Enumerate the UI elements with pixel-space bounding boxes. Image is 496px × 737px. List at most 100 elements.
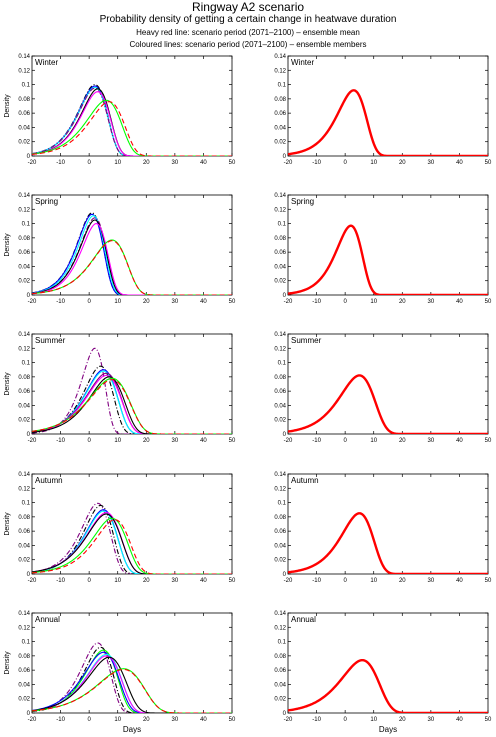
x-tick-label: 40 [200,160,207,166]
x-tick-label: 10 [370,160,377,166]
y-tick-label: 0 [27,154,31,160]
x-tick-label: 40 [456,438,463,444]
y-tick-label: 0.14 [274,472,286,478]
x-tick-label: 20 [143,438,150,444]
x-tick-label: -10 [56,578,65,584]
figure-title: Ringway A2 scenario [191,0,305,14]
panel-label: Autumn [35,476,63,485]
x-tick-label: 30 [172,578,179,584]
y-tick-label: 0.08 [18,515,30,521]
ensemble-member-line-5 [32,655,232,713]
x-tick-label: -20 [284,717,293,723]
y-tick-label: 0.08 [18,236,30,242]
ensemble-member-line-1 [32,504,232,574]
ensemble-member-line-8 [32,668,232,713]
x-tick-label: 20 [399,578,406,584]
y-tick-label: 0.1 [22,361,31,367]
y-tick-label: 0.08 [18,97,30,103]
x-tick-label: 40 [456,160,463,166]
x-tick-label: -20 [28,717,37,723]
y-tick-label: 0.02 [274,697,286,703]
y-tick-label: 0.12 [274,346,286,352]
x-tick-label: 10 [370,438,377,444]
y-tick-label: 0.12 [18,68,30,74]
x-tick-label: 50 [485,160,492,166]
panel-label: Spring [35,197,58,206]
x-tick-label: -20 [284,438,293,444]
x-tick-label: -10 [312,299,321,305]
y-tick-label: 0 [27,432,31,438]
y-tick-label: 0 [27,293,31,299]
y-tick-label: 0.04 [18,543,30,549]
x-tick-label: -20 [284,160,293,166]
series-group [32,84,232,156]
ensemble-member-line-7 [32,668,232,713]
y-tick-label: 0.06 [18,389,30,395]
ensemble-member-line-7 [32,101,232,156]
panel-autumn-members: -20 -10 0 10 20 30 40 50 0 0.02 0.04 0.06 0.08 0.1 0.1… [4,472,236,584]
series-group [32,642,232,713]
y-tick-label: 0.06 [274,389,286,395]
y-tick-label: 0.14 [274,54,286,60]
y-tick-label: 0.04 [18,125,30,131]
y-tick-label: 0.1 [278,222,287,228]
x-tick-label: -20 [28,160,37,166]
y-tick-label: 0.04 [274,682,286,688]
y-tick-label: 0.14 [18,193,30,199]
x-tick-label: 10 [114,717,121,723]
panel-winter-members: -20 -10 0 10 20 30 40 50 0 0.02 0.04 0.06 0.08 0.1 0.1… [4,54,236,166]
y-tick-label: 0.02 [274,558,286,564]
x-tick-label: 30 [428,160,435,166]
panel-spring-members: -20 -10 0 10 20 30 40 50 0 0.02 0.04 0.06 0.08 0.1 0.1… [4,193,236,305]
ensemble-member-line-3 [32,217,232,295]
series-group [288,512,488,574]
x-tick-label: 10 [114,160,121,166]
y-tick-label: 0 [283,711,287,717]
y-tick-label: 0.1 [22,501,31,507]
x-tick-label: 50 [229,160,236,166]
y-tick-label: 0.04 [274,543,286,549]
series-group [32,212,232,295]
x-tick-label: 20 [143,160,150,166]
x-tick-label: 40 [200,578,207,584]
y-axis-label: Density [4,512,11,536]
ensemble-member-line-8 [32,379,232,434]
y-tick-label: 0.08 [274,375,286,381]
y-tick-label: 0.1 [278,640,287,646]
panel-label: Summer [291,336,322,345]
x-tick-label: 0 [87,160,91,166]
y-tick-label: 0.12 [274,207,286,213]
x-tick-label: 10 [114,438,121,444]
y-tick-label: 0 [283,293,287,299]
panel-summer-members: -20 -10 0 10 20 30 40 50 0 0.02 0.04 0.06 0.08 0.1 0.1… [4,332,236,444]
y-tick-label: 0 [283,154,287,160]
y-tick-label: 0.08 [18,654,30,660]
x-tick-label: 50 [229,578,236,584]
x-tick-label: 0 [87,578,91,584]
y-tick-label: 0.1 [22,640,31,646]
axes-frame [31,55,233,157]
y-tick-label: 0.14 [18,54,30,60]
y-tick-label: 0.02 [274,418,286,424]
x-tick-label: 50 [485,299,492,305]
y-tick-label: 0.04 [274,264,286,270]
y-tick-label: 0.06 [274,668,286,674]
y-tick-label: 0.02 [18,558,30,564]
ensemble-mean-line-0 [288,224,488,295]
panel-winter-mean: -20 -10 0 10 20 30 40 50 0 0.02 0.04 0.06 0.08 0.1 0.1… [274,54,492,166]
x-tick-label: 30 [172,299,179,305]
y-tick-label: 0.06 [274,111,286,117]
ensemble-member-line-0 [32,502,232,574]
y-tick-label: 0.06 [18,111,30,117]
ensemble-member-line-6 [32,376,232,434]
panel-autumn-mean: -20 -10 0 10 20 30 40 50 0 0.02 0.04 0.06 0.08 0.1 0.1… [274,472,492,584]
x-axis-label: Days [123,725,141,734]
ensemble-mean-line-0 [288,658,488,713]
ensemble-member-line-5 [32,91,232,156]
x-tick-label: 0 [343,299,347,305]
x-tick-label: 0 [343,717,347,723]
y-tick-label: 0 [27,572,31,578]
ensemble-member-line-6 [32,99,232,156]
y-axis-label: Density [4,94,11,118]
